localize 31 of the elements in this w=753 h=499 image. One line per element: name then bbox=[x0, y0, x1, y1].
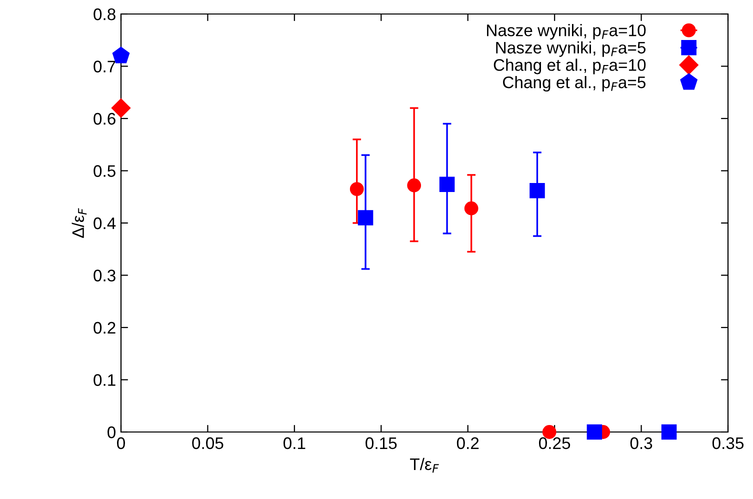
legend-label: Chang et al., p$_{F}$a=5 bbox=[503, 76, 646, 92]
y-axis-title: Δ/ε$_{F}$ bbox=[72, 208, 87, 238]
y-tick-label: 0 bbox=[108, 426, 116, 438]
point bbox=[530, 182, 545, 198]
point bbox=[661, 424, 677, 440]
point bbox=[358, 210, 374, 226]
x-tick-label: 0.1 bbox=[283, 437, 306, 450]
y-tick-label: 0.5 bbox=[94, 165, 116, 177]
x-tick-label: 0.15 bbox=[366, 437, 397, 450]
point bbox=[350, 182, 364, 196]
x-tick-label: 0.3 bbox=[630, 437, 652, 450]
y-tick-label: 0.8 bbox=[94, 8, 116, 20]
x-axis-title: T/ε$_{F}$ bbox=[410, 458, 439, 473]
x-tick-label: 0 bbox=[117, 437, 125, 450]
x-tick-label: 0.25 bbox=[539, 437, 570, 450]
y-tick-label: 0.6 bbox=[94, 112, 116, 125]
point bbox=[439, 176, 455, 192]
y-tick-label: 0.2 bbox=[94, 322, 116, 334]
legend-label: Chang et al., p$_{F}$a=10 bbox=[494, 58, 646, 74]
legend-label: Nasze wyniki, p$_{F}$a=5 bbox=[496, 41, 646, 57]
point bbox=[464, 201, 478, 216]
y-tick-label: 0.1 bbox=[94, 374, 116, 386]
y-tick-label: 0.7 bbox=[94, 60, 116, 72]
point bbox=[407, 178, 422, 192]
y-tick-label: 0.4 bbox=[94, 217, 116, 230]
x-tick-label: 0.05 bbox=[192, 437, 224, 450]
x-tick-label: 0.35 bbox=[712, 437, 744, 450]
legend-label: Nasze wyniki, p$_{F}$a=10 bbox=[487, 24, 646, 40]
y-tick-label: 0.3 bbox=[94, 270, 116, 282]
point bbox=[586, 424, 602, 440]
x-tick-label: 0.2 bbox=[456, 437, 479, 450]
